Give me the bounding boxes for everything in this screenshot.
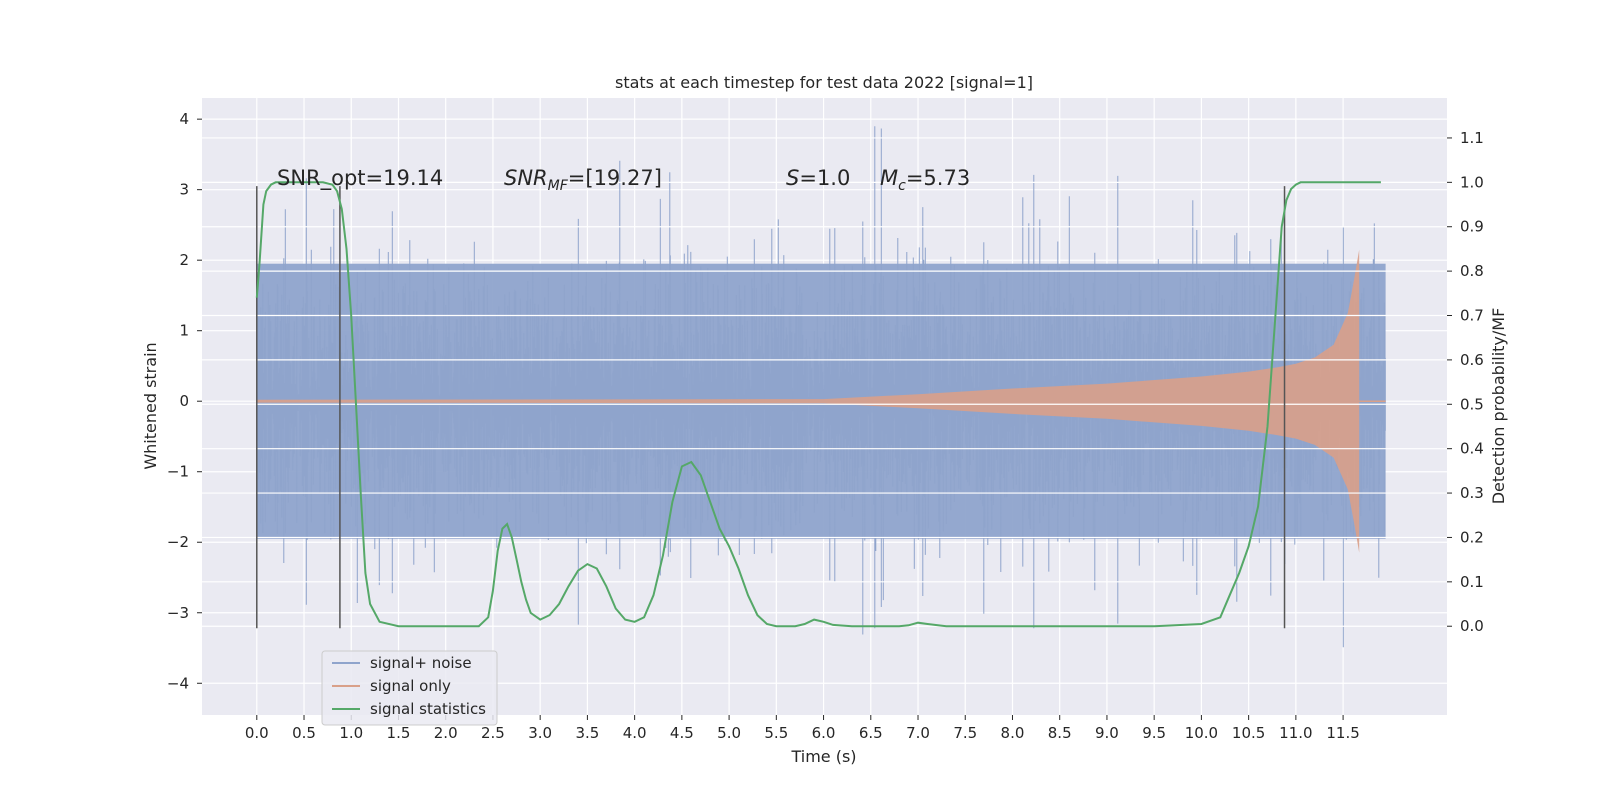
signal-envelope [256,249,1360,553]
x-tick-label: 7.5 [953,724,977,742]
y2-tick-label: 0.0 [1460,617,1484,635]
x-tick-label: 8.0 [1001,724,1025,742]
boundary-lines [256,186,1286,629]
x-tick-label: 3.5 [575,724,599,742]
y-axis-label: Whitened strain [141,342,160,469]
y2-tick-label: 0.7 [1460,307,1484,325]
x-tick-label: 9.0 [1095,724,1119,742]
x-axis-label: Time (s) [790,747,856,766]
x-tick-label: 11.5 [1326,724,1359,742]
y2-axis-label: Detection probability/MF [1489,308,1508,505]
x-tick-label: 5.5 [764,724,788,742]
x-tick-label: 10.0 [1185,724,1218,742]
y2-tick-label: 1.1 [1460,129,1484,147]
annotation-snr-mf-sub: MF [548,178,569,194]
y-tick-label: −1 [167,463,189,481]
series-signal-only [256,249,1386,553]
y-tick-label: −3 [167,604,189,622]
x-tick-label: 6.0 [812,724,836,742]
x-tick-label: 8.5 [1048,724,1072,742]
y-tick-label: 1 [179,322,189,340]
y2-tick-label: 0.1 [1460,573,1484,591]
y2-tick-label: 0.6 [1460,351,1484,369]
x-tick-label: 10.5 [1232,724,1265,742]
y-tick-label: 2 [179,251,189,269]
x-tick-label: 11.0 [1279,724,1312,742]
y2-tick-label: 0.5 [1460,395,1484,413]
legend-label-stats: signal statistics [370,700,486,718]
y2-tick-label: 1.0 [1460,173,1484,191]
annotation-snr-opt: SNR_opt=19.14 [277,166,443,191]
y-tick-label: 3 [179,181,189,199]
x-tick-label: 1.0 [339,724,363,742]
x-tick-label: 5.0 [717,724,741,742]
grid-overlay [202,137,1447,627]
x-tick-label: 0.0 [245,724,269,742]
annotation-mc: Mc=5.73 [880,166,970,194]
x-tick-label: 9.5 [1142,724,1166,742]
x-tick-label: 1.5 [387,724,411,742]
y2-axis-ticks: 0.0 0.1 0.2 0.3 0.4 0.5 0.6 0.7 0.8 0.9 1.0 1.1 [1447,129,1484,635]
annotation-s-rest: =1.0 [799,166,850,190]
y-tick-label: 4 [179,110,189,128]
y2-tick-label: 0.2 [1460,528,1484,546]
annotation-snr-mf-main: SNR [504,166,548,190]
legend-label-signal: signal only [370,677,451,695]
x-tick-label: 7.0 [906,724,930,742]
y-tick-label: 0 [179,392,189,410]
y2-tick-label: 0.4 [1460,440,1484,458]
annotation-mc-rest: =5.73 [906,166,970,190]
x-tick-label: 6.5 [859,724,883,742]
x-tick-label: 2.5 [481,724,505,742]
legend-box [321,650,498,726]
annotation-s: S=1.0 [786,166,850,190]
y2-tick-label: 0.8 [1460,262,1484,280]
x-tick-label: 4.5 [670,724,694,742]
annotation-snr-mf-rest: =[19.27] [568,166,662,190]
x-tick-label: 3.0 [528,724,552,742]
y2-tick-label: 0.9 [1460,218,1484,236]
legend: signal+ noise signal only signal statist… [321,650,498,726]
y-tick-label: −4 [167,674,189,692]
x-tick-label: 0.5 [292,724,316,742]
annotation-mc-sub: c [898,178,906,194]
y-tick-label: −2 [167,533,189,551]
annotation-snr-mf: SNRMF=[19.27] [504,166,662,194]
y-axis-ticks: −4 −3 −2 −1 0 1 2 3 4 [167,110,202,692]
x-tick-label: 2.0 [434,724,458,742]
signal-statistics-line [255,181,1381,628]
annotation-mc-var: M [880,166,898,190]
x-tick-label: 4.0 [623,724,647,742]
annotation-s-var: S [786,166,799,190]
x-axis-ticks: 0.0 0.5 1.0 1.5 2.0 2.5 3.0 3.5 4.0 4.5 5.0 5.5 6.0 6… [245,715,1360,742]
y2-tick-label: 0.3 [1460,484,1484,502]
chart-title: stats at each timestep for test data 202… [615,73,1033,92]
series-signal-statistics [255,181,1381,628]
legend-label-noise: signal+ noise [370,654,472,672]
